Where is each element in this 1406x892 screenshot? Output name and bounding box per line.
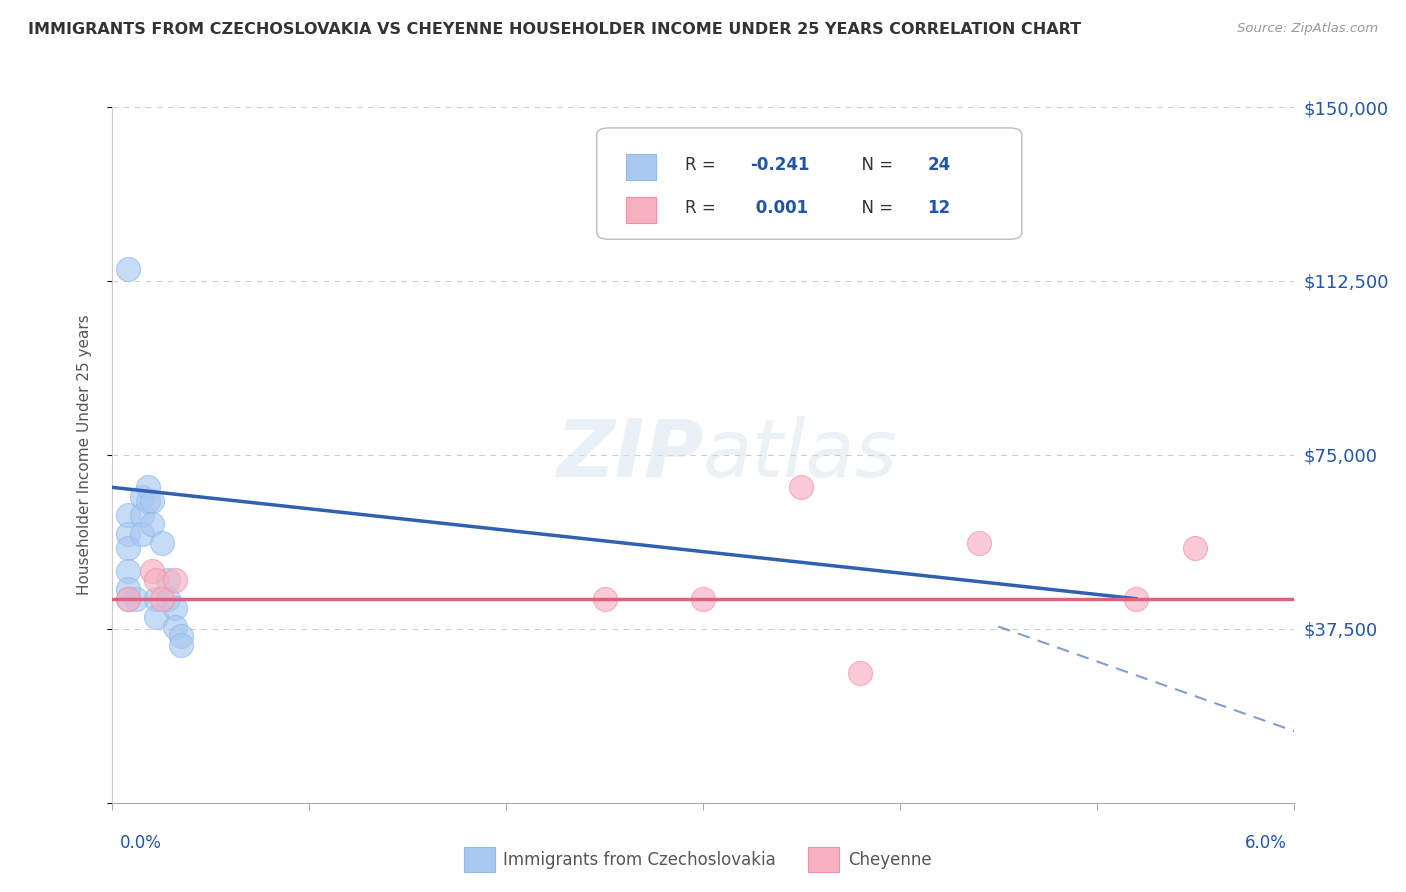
Point bbox=[136, 494, 159, 508]
Text: Immigrants from Czechoslovakia: Immigrants from Czechoslovakia bbox=[503, 851, 776, 869]
Text: 12: 12 bbox=[928, 199, 950, 217]
Text: 6.0%: 6.0% bbox=[1244, 834, 1286, 852]
Text: R =: R = bbox=[685, 199, 721, 217]
Point bbox=[131, 490, 153, 504]
Point bbox=[967, 536, 990, 550]
Point bbox=[117, 564, 139, 578]
Point bbox=[141, 564, 163, 578]
Point bbox=[165, 619, 187, 633]
Point bbox=[117, 591, 139, 606]
Text: R =: R = bbox=[685, 156, 721, 174]
Point bbox=[593, 591, 616, 606]
Point bbox=[117, 526, 139, 541]
Point bbox=[150, 591, 173, 606]
Point bbox=[125, 591, 148, 606]
Point bbox=[170, 638, 193, 652]
Text: 0.0%: 0.0% bbox=[120, 834, 162, 852]
Point bbox=[141, 517, 163, 532]
Point bbox=[145, 610, 167, 624]
FancyBboxPatch shape bbox=[596, 128, 1022, 239]
Point bbox=[145, 573, 167, 587]
Point bbox=[131, 508, 153, 523]
Point bbox=[156, 573, 179, 587]
Point bbox=[150, 536, 173, 550]
Text: Source: ZipAtlas.com: Source: ZipAtlas.com bbox=[1237, 22, 1378, 36]
Text: N =: N = bbox=[851, 199, 898, 217]
Point bbox=[790, 480, 813, 494]
Y-axis label: Householder Income Under 25 years: Householder Income Under 25 years bbox=[77, 315, 91, 595]
Text: Cheyenne: Cheyenne bbox=[848, 851, 931, 869]
Point bbox=[1184, 541, 1206, 555]
Text: -0.241: -0.241 bbox=[751, 156, 810, 174]
Text: 24: 24 bbox=[928, 156, 950, 174]
FancyBboxPatch shape bbox=[626, 197, 655, 223]
Point bbox=[141, 494, 163, 508]
Point bbox=[131, 526, 153, 541]
FancyBboxPatch shape bbox=[626, 154, 655, 180]
Text: atlas: atlas bbox=[703, 416, 898, 494]
Text: 0.001: 0.001 bbox=[751, 199, 808, 217]
Point bbox=[145, 591, 167, 606]
Point bbox=[117, 582, 139, 597]
Point bbox=[117, 541, 139, 555]
Point bbox=[156, 591, 179, 606]
Point bbox=[1125, 591, 1147, 606]
Point bbox=[692, 591, 714, 606]
Point bbox=[117, 262, 139, 277]
Point bbox=[170, 629, 193, 643]
Point bbox=[136, 480, 159, 494]
Text: N =: N = bbox=[851, 156, 898, 174]
Point bbox=[849, 665, 872, 680]
Text: ZIP: ZIP bbox=[555, 416, 703, 494]
Point bbox=[165, 601, 187, 615]
Point bbox=[165, 573, 187, 587]
Text: IMMIGRANTS FROM CZECHOSLOVAKIA VS CHEYENNE HOUSEHOLDER INCOME UNDER 25 YEARS COR: IMMIGRANTS FROM CZECHOSLOVAKIA VS CHEYEN… bbox=[28, 22, 1081, 37]
Point bbox=[117, 508, 139, 523]
Point bbox=[117, 591, 139, 606]
